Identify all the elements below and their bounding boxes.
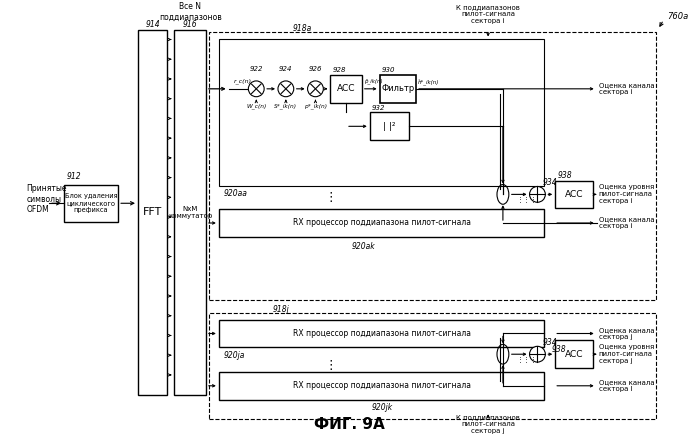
Text: Оценка уровня
пилот-сигнала
сектора i: Оценка уровня пилот-сигнала сектора i <box>599 184 654 204</box>
Circle shape <box>278 81 294 97</box>
Bar <box>64 184 118 222</box>
Text: 934: 934 <box>542 338 557 347</box>
Text: r_c(n): r_c(n) <box>234 78 252 84</box>
Text: Оценка канала
сектора i: Оценка канала сектора i <box>599 82 654 95</box>
Text: 932: 932 <box>372 105 385 111</box>
Text: 920аа: 920аа <box>223 189 248 198</box>
Text: S*_ik(n): S*_ik(n) <box>274 104 297 109</box>
Text: p̂_ik(n): p̂_ik(n) <box>364 78 383 84</box>
Bar <box>209 313 656 419</box>
Bar <box>380 75 416 102</box>
Circle shape <box>308 81 323 97</box>
Text: Блок удаления
циклического
префикса: Блок удаления циклического префикса <box>65 193 117 213</box>
Circle shape <box>530 346 545 362</box>
Bar <box>138 30 168 395</box>
Text: ACC: ACC <box>565 350 584 359</box>
Bar <box>555 341 593 368</box>
Text: 924: 924 <box>279 66 292 72</box>
Text: ACC: ACC <box>565 190 584 199</box>
Text: Принятые
символы
OFDM: Принятые символы OFDM <box>27 184 67 214</box>
Bar <box>209 31 656 300</box>
Text: 918а: 918а <box>292 24 312 33</box>
Bar <box>218 40 544 185</box>
Text: 916: 916 <box>183 20 198 29</box>
Bar <box>174 30 206 395</box>
Text: FFT: FFT <box>143 207 163 217</box>
Text: К поддиапазонов
пилот-сигнала
сектора j: К поддиапазонов пилот-сигнала сектора j <box>456 414 520 434</box>
Text: 930: 930 <box>382 67 395 73</box>
Bar <box>218 320 544 347</box>
Text: ⋮⋮⋮: ⋮⋮⋮ <box>517 356 538 362</box>
Bar <box>218 372 544 400</box>
Text: ⋮: ⋮ <box>324 191 336 204</box>
Text: ФИГ. 9А: ФИГ. 9А <box>313 417 385 432</box>
Text: 920jа: 920jа <box>223 351 245 360</box>
Bar <box>330 75 362 102</box>
Text: Оценка канала
сектора l: Оценка канала сектора l <box>599 379 654 392</box>
Text: 938: 938 <box>557 171 572 180</box>
Text: 928: 928 <box>332 67 346 73</box>
Text: 912: 912 <box>67 172 82 181</box>
Text: 918j: 918j <box>273 305 290 314</box>
Text: ACC: ACC <box>337 84 355 93</box>
Text: Фильтр: Фильтр <box>381 84 415 93</box>
Text: 938: 938 <box>551 345 566 354</box>
Text: NxM
коммутатор: NxM коммутатор <box>168 206 212 218</box>
Text: RX процессор поддиапазона пилот-сигнала: RX процессор поддиапазона пилот-сигнала <box>292 218 470 228</box>
Text: 920аk: 920аk <box>352 242 376 251</box>
Text: 760а: 760а <box>668 12 689 21</box>
Bar <box>218 209 544 237</box>
Text: Оценка уровня
пилот-сигнала
сектора j: Оценка уровня пилот-сигнала сектора j <box>599 344 654 364</box>
Text: 920jk: 920jk <box>372 403 393 412</box>
Text: 926: 926 <box>309 66 322 72</box>
Text: RX процессор поддиапазона пилот-сигнала: RX процессор поддиапазона пилот-сигнала <box>292 329 470 338</box>
Circle shape <box>530 187 545 202</box>
Text: 922: 922 <box>249 66 263 72</box>
Text: Оценка канала
сектора j: Оценка канала сектора j <box>599 327 654 340</box>
Text: RX процессор поддиапазона пилот-сигнала: RX процессор поддиапазона пилот-сигнала <box>292 382 470 390</box>
Text: ⋮⋮⋮: ⋮⋮⋮ <box>517 196 538 202</box>
Text: Оценка канала
сектора i: Оценка канала сектора i <box>599 217 654 229</box>
Bar <box>555 181 593 208</box>
Text: 934: 934 <box>542 178 557 187</box>
Text: W_c(n): W_c(n) <box>246 104 267 109</box>
Text: Все N
поддиапазонов: Все N поддиапазонов <box>158 2 221 21</box>
Circle shape <box>248 81 264 97</box>
Text: К поддиапазонов
пилот-сигнала
сектора i: К поддиапазонов пилот-сигнала сектора i <box>456 4 520 24</box>
Text: ĥ*_ik(n): ĥ*_ik(n) <box>418 78 440 85</box>
Bar <box>370 112 409 140</box>
Text: 914: 914 <box>145 20 160 29</box>
Text: | |²: | |² <box>383 122 396 131</box>
Text: ⋮: ⋮ <box>324 358 336 371</box>
Text: p*_ik(n): p*_ik(n) <box>304 104 327 109</box>
